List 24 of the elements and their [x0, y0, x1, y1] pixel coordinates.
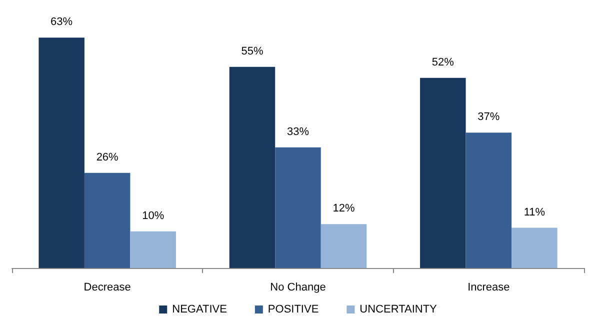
legend-label: NEGATIVE — [172, 304, 227, 316]
data-label: 33% — [286, 126, 310, 138]
legend-label: POSITIVE — [268, 304, 319, 316]
data-label: 63% — [50, 16, 73, 28]
bar — [130, 231, 176, 268]
bar — [84, 172, 130, 268]
bar — [275, 147, 321, 268]
bar — [420, 78, 466, 268]
bar — [38, 38, 84, 268]
x-tick-label: Increase — [468, 282, 510, 294]
data-label: 11% — [524, 206, 546, 218]
bar — [229, 66, 276, 268]
bar — [466, 132, 512, 268]
bar — [320, 224, 367, 268]
legend-label: UNCERTAINTY — [360, 304, 438, 316]
data-label: 55% — [241, 45, 264, 58]
x-tick-label: No Change — [270, 282, 326, 294]
data-label: 37% — [478, 111, 500, 124]
bar — [512, 228, 558, 268]
data-label: 52% — [432, 56, 454, 68]
data-label: 26% — [96, 151, 119, 164]
data-label: 12% — [332, 202, 355, 215]
data-label: 10% — [142, 210, 164, 222]
x-tick-label: Decrease — [84, 282, 131, 294]
